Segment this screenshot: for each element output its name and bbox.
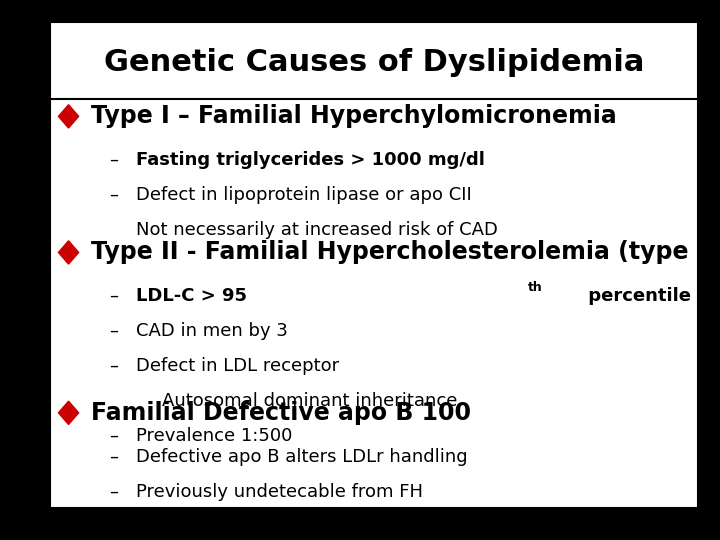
Text: Familial Defective apo B 100: Familial Defective apo B 100 <box>91 401 471 425</box>
Text: –: – <box>109 287 118 305</box>
Text: Defective apo B alters LDLr handling: Defective apo B alters LDLr handling <box>136 448 467 465</box>
Text: th: th <box>528 281 542 294</box>
Text: Fasting triglycerides > 1000 mg/dl: Fasting triglycerides > 1000 mg/dl <box>136 151 485 169</box>
Text: Previously undetecable from FH: Previously undetecable from FH <box>136 483 423 501</box>
Text: Prevalence 1:500: Prevalence 1:500 <box>136 427 292 445</box>
Text: –: – <box>109 427 118 445</box>
Polygon shape <box>58 401 78 424</box>
Text: LDL-C > 95: LDL-C > 95 <box>136 287 247 305</box>
Text: –: – <box>109 322 118 340</box>
Text: CAD in men by 3: CAD in men by 3 <box>136 322 288 340</box>
Text: Defect in LDL receptor: Defect in LDL receptor <box>136 357 339 375</box>
Polygon shape <box>58 105 78 128</box>
Text: –: – <box>109 186 118 204</box>
Text: –: – <box>109 448 118 465</box>
Polygon shape <box>58 241 78 264</box>
Text: –: – <box>109 151 118 169</box>
Text: –: – <box>109 357 118 375</box>
Text: Type I – Familial Hyperchylomicronemia: Type I – Familial Hyperchylomicronemia <box>91 104 616 129</box>
Text: Autosomal dominant inheritance: Autosomal dominant inheritance <box>162 392 457 410</box>
Text: Genetic Causes of Dyslipidemia: Genetic Causes of Dyslipidemia <box>104 49 644 77</box>
Text: Defect in lipoprotein lipase or apo CII: Defect in lipoprotein lipase or apo CII <box>136 186 472 204</box>
Text: Type II - Familial Hypercholesterolemia (type II): Type II - Familial Hypercholesterolemia … <box>91 240 720 265</box>
Text: percentile for age and gender: percentile for age and gender <box>582 287 720 305</box>
Text: –: – <box>109 483 118 501</box>
Text: Not necessarily at increased risk of CAD: Not necessarily at increased risk of CAD <box>136 221 498 239</box>
